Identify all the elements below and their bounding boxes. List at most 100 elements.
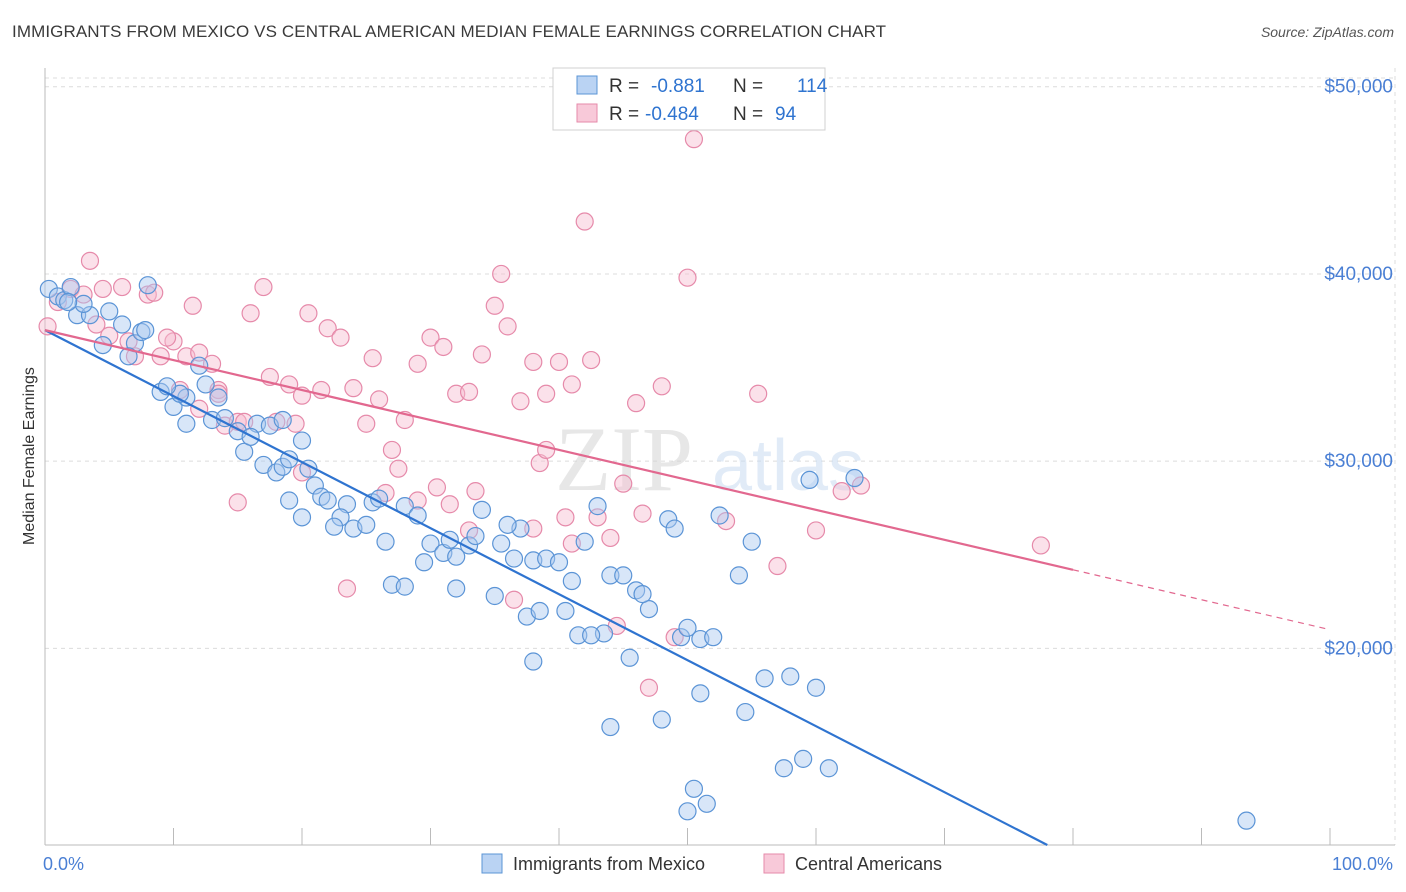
mexico-point	[678, 618, 697, 637]
mexico-point	[691, 684, 710, 703]
mexico-point	[357, 515, 376, 534]
mexico-point	[549, 553, 569, 572]
legend-swatch-central-americans	[763, 853, 785, 874]
central-americans-point	[537, 384, 556, 403]
central-americans-point	[318, 319, 337, 338]
y-tick-label: $40,000	[1324, 264, 1393, 285]
central-americans-point	[48, 292, 67, 312]
central-americans-point	[93, 279, 112, 299]
central-americans-point	[157, 328, 177, 347]
stats-n-label-pink: N =	[733, 104, 763, 125]
mexico-point	[684, 779, 704, 798]
y-tick-label: $20,000	[1324, 638, 1393, 659]
central-americans-point	[344, 379, 363, 398]
mexico-point	[845, 468, 864, 488]
central-americans-point	[427, 478, 447, 497]
mexico-point	[80, 306, 100, 325]
mexico-point	[447, 579, 466, 598]
mexico-point	[74, 294, 93, 314]
watermark-zip: ZIP	[555, 408, 693, 510]
central-americans-point	[806, 521, 826, 540]
mexico-point	[742, 532, 761, 551]
mexico-point	[61, 277, 80, 297]
mexico-point	[337, 495, 357, 514]
mexico-point	[569, 626, 588, 645]
mexico-point	[273, 457, 292, 476]
mexico-point	[582, 626, 601, 645]
central-americans-point	[562, 375, 581, 394]
watermark-atlas: atlas	[712, 426, 864, 506]
central-americans-point	[459, 382, 479, 402]
series-immigrants-from-mexico	[39, 276, 1256, 830]
mexico-point	[209, 388, 228, 407]
central-americans-point	[556, 508, 575, 527]
mexico-point	[697, 794, 716, 813]
mexico-point	[671, 628, 691, 647]
y-tick-label: $50,000	[1324, 77, 1393, 98]
central-americans-point	[498, 317, 517, 336]
central-americans-point	[138, 285, 157, 304]
central-americans-point	[408, 354, 427, 373]
central-americans-point	[299, 304, 318, 323]
central-americans-point	[832, 482, 851, 501]
central-americans-point	[183, 296, 202, 315]
central-americans-point	[112, 277, 132, 297]
central-americans-point	[382, 440, 402, 460]
central-americans-point	[549, 352, 569, 372]
chart-title: IMMIGRANTS FROM MEXICO VS CENTRAL AMERIC…	[12, 22, 887, 41]
mexico-point	[196, 375, 215, 394]
central-americans-point	[357, 414, 376, 433]
mexico-point	[280, 491, 299, 510]
mexico-point	[755, 669, 774, 688]
mexico-point	[736, 702, 755, 722]
mexico-point	[556, 601, 575, 621]
mexico-point	[1237, 811, 1256, 830]
mexico-point	[485, 586, 504, 606]
mexico-point	[800, 470, 819, 490]
stats-n-value-pink: 94	[775, 104, 797, 125]
mexico-point	[498, 515, 517, 534]
mexico-point	[421, 534, 440, 553]
legend-swatch-mexico	[481, 853, 503, 874]
mexico-point	[659, 510, 678, 529]
mexico-point	[318, 491, 337, 510]
central-americans-point	[228, 493, 247, 512]
central-americans-point	[80, 251, 100, 270]
central-americans-point	[633, 504, 652, 523]
y-tick-labels: $20,000 $30,000 $40,000 $50,000	[1324, 77, 1393, 660]
mexico-point	[273, 410, 292, 430]
legend-label-central-americans: Central Americans	[795, 854, 942, 874]
stats-n-label-blue: N =	[733, 76, 763, 97]
mexico-point	[524, 652, 543, 671]
central-americans-point	[524, 519, 543, 538]
mexico-point	[614, 566, 633, 585]
central-americans-point	[337, 579, 357, 598]
mexico-point	[601, 566, 620, 585]
mexico-point	[665, 519, 684, 538]
central-americans-point	[665, 628, 684, 647]
stats-swatch-blue	[576, 75, 598, 95]
stats-r-value-pink: -0.484	[645, 104, 699, 125]
mexico-point	[136, 321, 155, 340]
mexico-point	[305, 476, 324, 495]
mexico-point	[331, 508, 350, 527]
stats-n-value-blue: 114	[797, 76, 828, 97]
stats-r-label-pink: R =	[609, 104, 639, 125]
mexico-point	[620, 648, 639, 667]
mexico-point	[575, 532, 594, 551]
mexico-point	[601, 717, 620, 737]
central-americans-point	[768, 556, 787, 576]
mexico-point	[215, 409, 234, 428]
mexico-point	[68, 306, 87, 325]
central-americans-point	[1031, 536, 1050, 555]
mexico-point	[100, 302, 119, 321]
central-americans-point	[370, 390, 389, 409]
central-americans-point	[421, 328, 440, 347]
central-americans-point	[434, 337, 453, 357]
mexico-point	[164, 397, 183, 416]
series-legend: Immigrants from Mexico Central Americans	[481, 853, 942, 874]
stats-legend-box	[552, 67, 826, 131]
central-americans-point	[254, 277, 273, 297]
mexico-point	[562, 571, 581, 591]
